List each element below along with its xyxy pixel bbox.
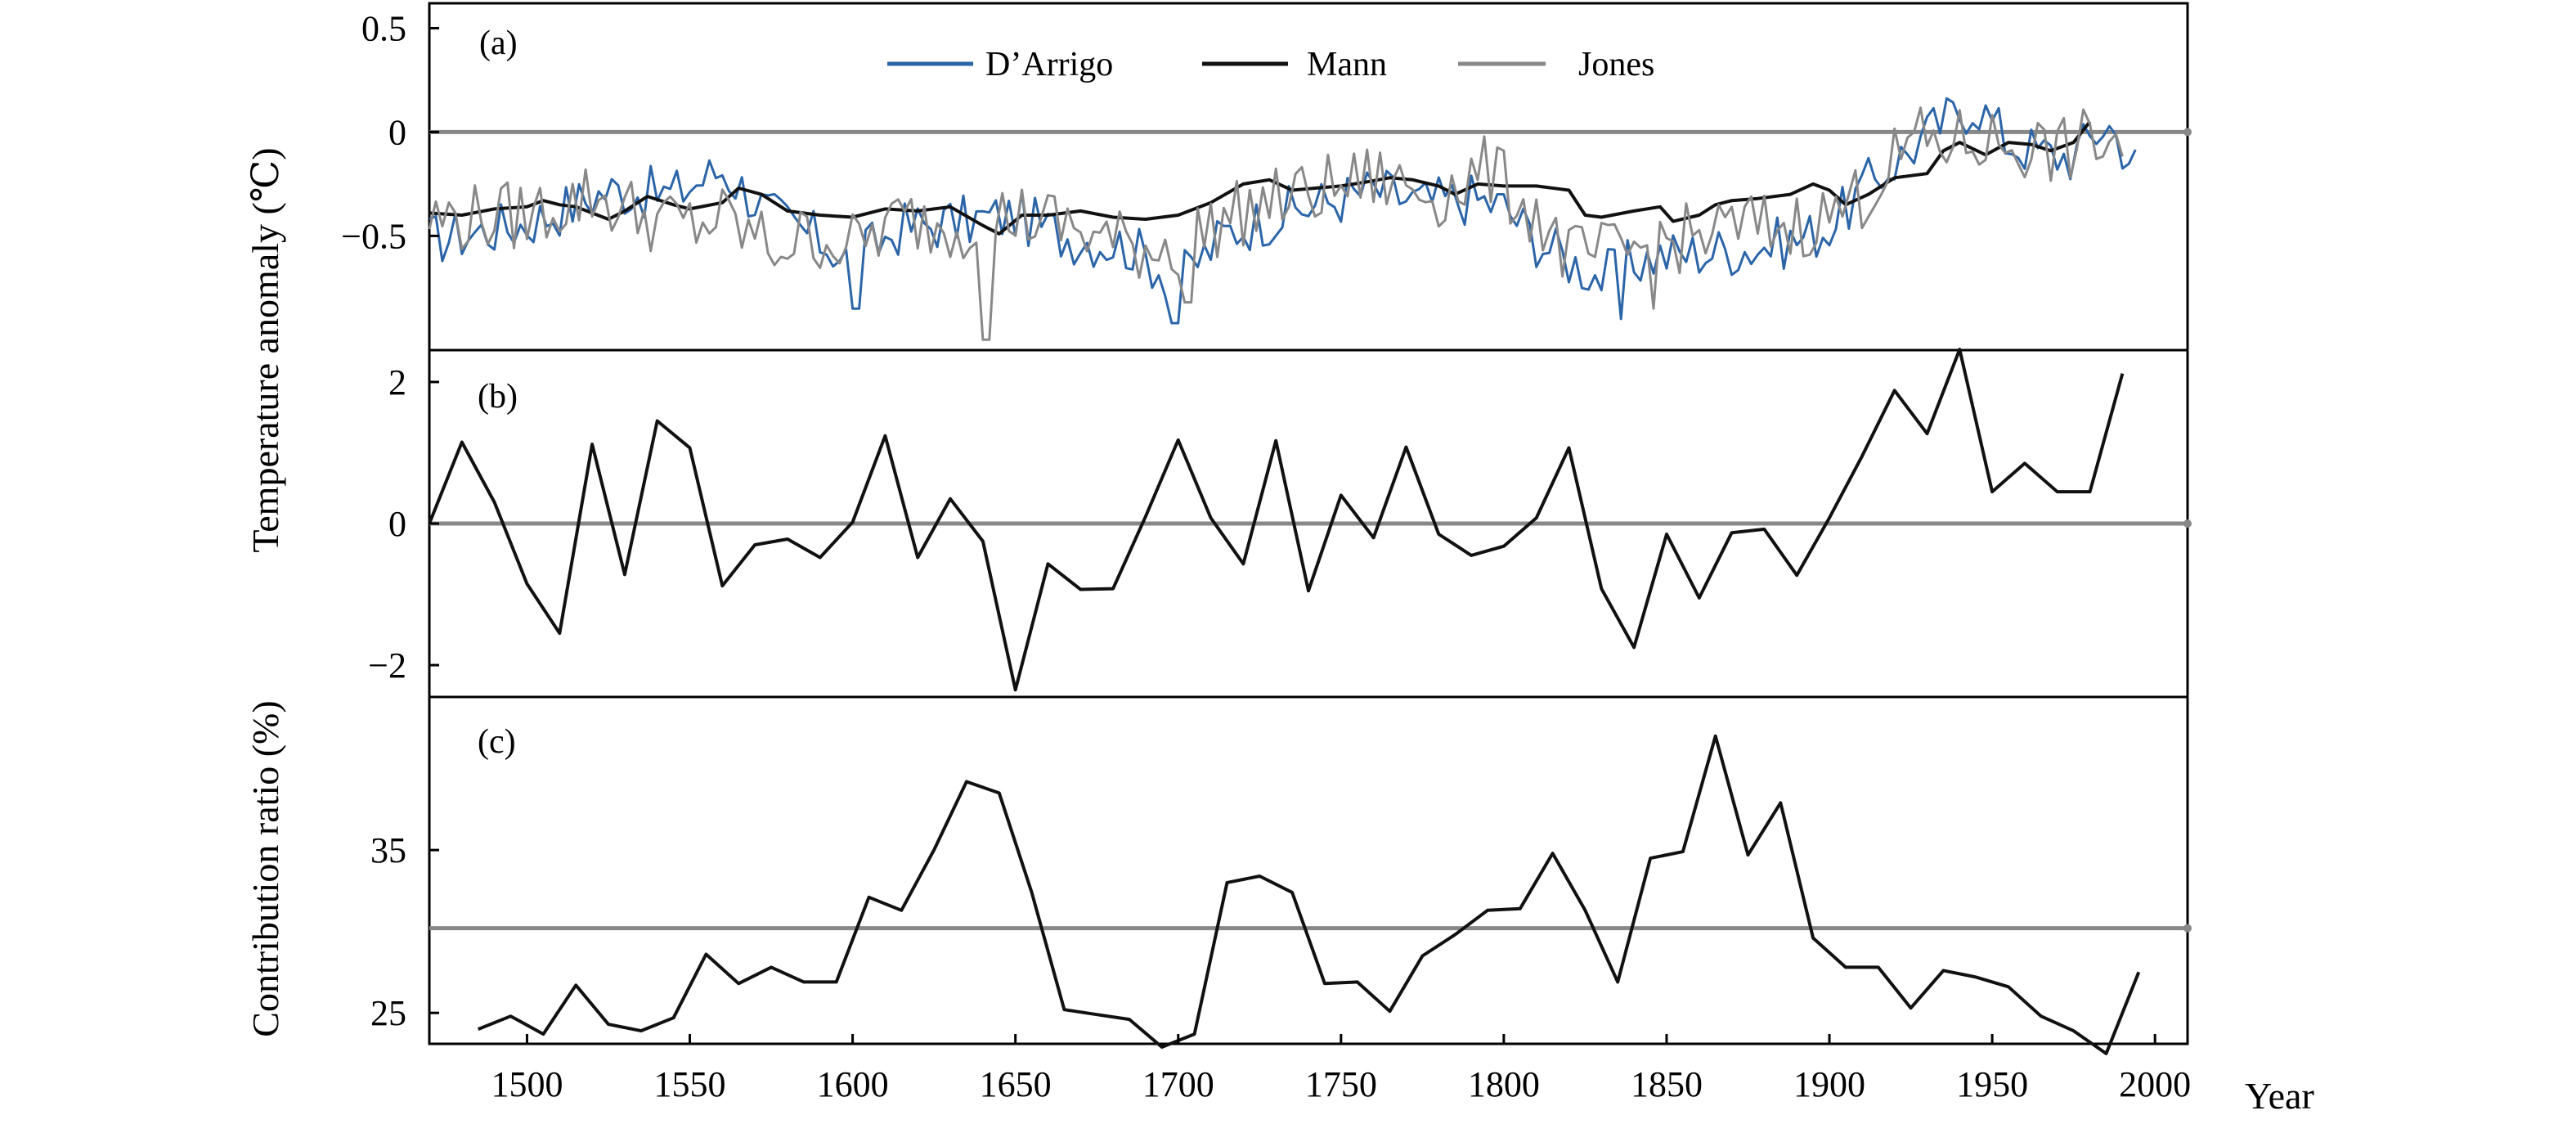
panel-b-reference-layer [429,519,2192,528]
panel-c-y-tick-label: 35 [370,830,406,870]
panel-b: 2 0 −2 (b) [368,348,2192,699]
series-line-panel-b [428,348,2125,692]
x-axis-title: Year [2245,1075,2314,1117]
panel-c-reference-marker [2183,924,2192,933]
legend-label-mann: Mann [1307,46,1387,83]
x-tick-label: 1650 [980,1064,1052,1104]
x-tick-label: 1900 [1793,1064,1865,1104]
panel-a-y-tick-label: 0 [388,112,406,152]
panel-c-reference-layer [429,924,2192,933]
y-axis-title-temperature: Temperature anomaly (℃) [245,147,286,552]
panel-a-y-ticks: 0.5 0 −0.5 [341,8,439,256]
x-tick-label: 1800 [1468,1064,1540,1104]
legend: D’Arrigo Mann Jones [887,46,1654,83]
legend-label-darrigo: D’Arrigo [985,46,1113,83]
x-tick-label: 1700 [1142,1064,1214,1104]
panel-a-reference-layer [429,128,2192,137]
x-tick-label: 1550 [654,1064,726,1104]
panel-a-reference-marker [2183,128,2192,137]
panel-a-label: (a) [479,25,518,62]
panel-c-label: (c) [478,723,516,761]
panel-c-y-tick-label: 25 [370,993,406,1033]
x-tick-label: 1500 [491,1064,563,1104]
panel-b-label: (b) [478,378,518,416]
x-tick-label: 1750 [1305,1064,1377,1104]
panel-b-y-ticks: 2 0 −2 [368,362,439,686]
panel-b-y-tick-label: −2 [368,645,406,686]
panel-a-y-tick-label: 0.5 [361,8,406,48]
series-line-jones [428,106,2124,341]
series-line-d-arrigo [429,97,2137,325]
panel-c-series-layer [477,734,2141,1055]
panel-a: 0.5 0 −0.5 (a) D’Arrigo Mann Jones [341,2,2192,352]
x-tick-label: 1600 [817,1064,889,1104]
x-tick-label: 1850 [1631,1064,1703,1104]
panel-a-series-layer [428,97,2137,341]
panel-a-y-tick-label: −0.5 [341,216,406,256]
panel-b-y-tick-label: 2 [388,362,406,402]
series-line-panel-c [477,734,2141,1055]
panel-b-series-layer [428,348,2125,692]
panel-c-y-ticks: 35 25 [370,830,439,1033]
y-axis-title-contribution: Contribution ratio (%) [245,700,286,1036]
x-axis-ticks: 1500 1550 1600 1650 1700 1750 1800 1850 1900 1950… [491,1034,2191,1104]
panel-c-frame [428,695,2189,1045]
panel-b-y-tick-label: 0 [388,504,406,544]
x-tick-label: 1950 [1956,1064,2028,1104]
x-tick-label: 2000 [2119,1064,2191,1104]
panel-b-reference-marker [2183,519,2192,528]
panel-c: 35 25 1500 1550 1600 1650 1700 1750 1800 1850 190… [370,695,2314,1117]
legend-label-jones: Jones [1578,46,1654,83]
